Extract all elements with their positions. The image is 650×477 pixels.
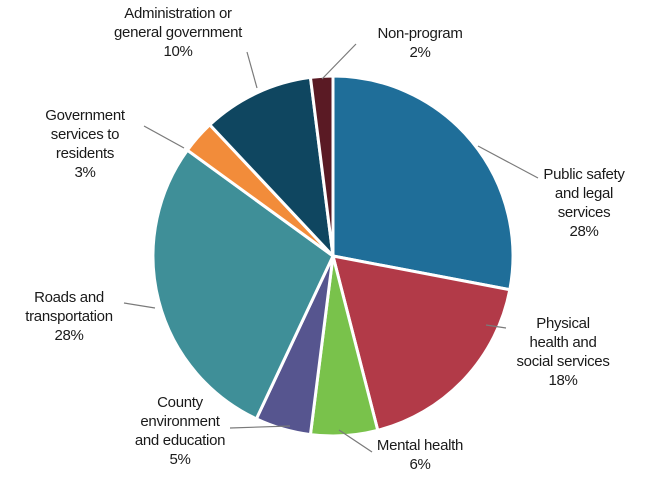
pie-slice-physical-health-and-social-services	[330, 254, 512, 433]
leader-mental-health	[338, 429, 373, 453]
pie-slice-public-safety-and-legal-services	[331, 74, 515, 292]
pie-slice-non-program	[308, 74, 335, 257]
leader-administration	[246, 51, 258, 89]
label-roads: Roads and transportation 28%	[25, 289, 113, 344]
leader-non-program	[321, 43, 357, 80]
pie-slice-roads-and-transportation	[151, 148, 335, 421]
label-public-safety: Public safety and legal services 28%	[543, 166, 625, 240]
leader-public-safety	[477, 145, 539, 179]
label-physical-health: Physical health and social services 18%	[516, 315, 610, 389]
leader-government-services	[143, 125, 185, 149]
label-non-program: Non-program 2%	[377, 25, 463, 61]
label-government-services: Government services to residents 3%	[45, 107, 125, 181]
label-administration: Administration or general government 10%	[113, 5, 243, 60]
pie-slice-administration-or-general-government	[207, 75, 336, 261]
leader-county-environment	[229, 425, 291, 429]
leader-roads	[123, 302, 156, 309]
label-county-environment: County environment and education 5%	[134, 394, 226, 468]
label-mental-health: Mental health 6%	[376, 437, 464, 473]
leader-physical-health	[485, 324, 507, 329]
